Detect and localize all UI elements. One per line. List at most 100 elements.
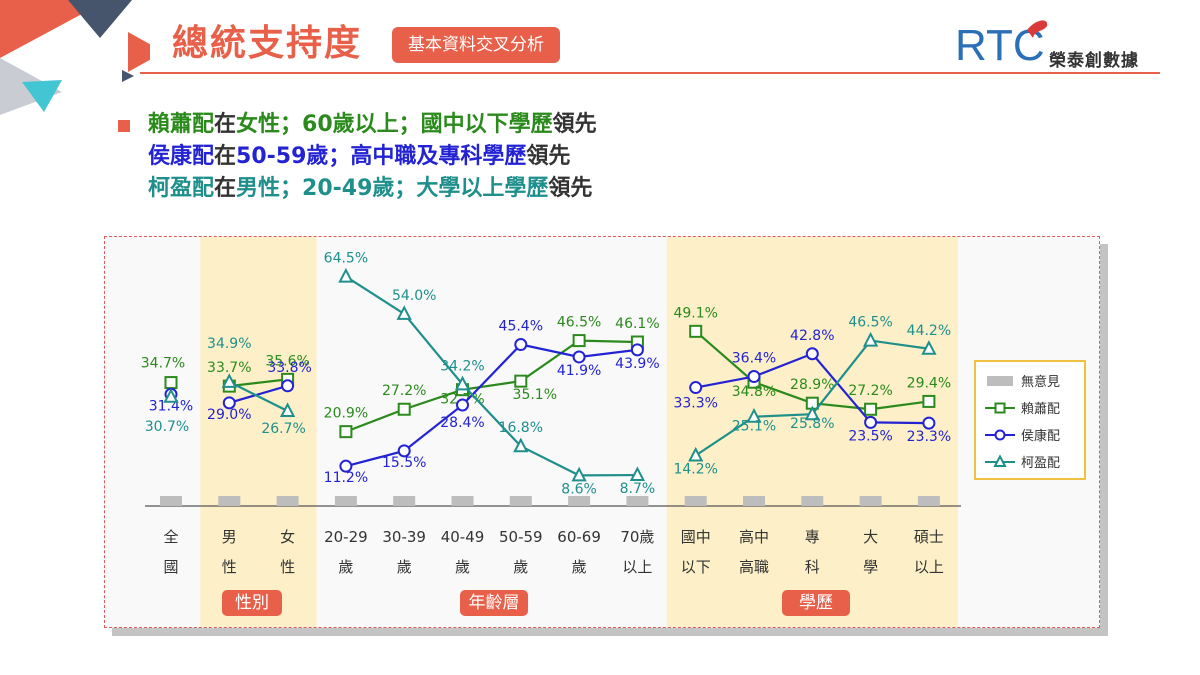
category-label: 國中 (681, 528, 711, 546)
data-label-ko: 46.5% (848, 315, 892, 331)
point-ko (338, 267, 354, 283)
data-label-lai: 27.2% (382, 383, 426, 399)
legend-label: 柯盈配 (1021, 456, 1060, 471)
legend-marker-ko (993, 454, 1007, 467)
legend-label: 侯康配 (1021, 428, 1060, 444)
point-hou (922, 416, 936, 430)
rtc-logo: RTC (955, 20, 1048, 70)
group-label-education: 學歷 (782, 590, 850, 616)
none-bar (859, 496, 882, 506)
data-label-hou: 15.5% (382, 455, 426, 471)
category-label: 高中 (739, 528, 769, 546)
data-label-ko: 16.8% (499, 420, 543, 436)
point-lai (164, 376, 178, 390)
data-label-lai: 27.2% (848, 383, 892, 399)
point-hou (514, 338, 528, 352)
data-label-ko: 25.8% (790, 416, 834, 432)
summary-line-2: 侯康配在50-59歲；高中職及專科學歷領先 (148, 144, 571, 169)
data-label-lai: 35.1% (513, 387, 557, 403)
series-line-ko (228, 380, 289, 413)
point-ko (396, 305, 412, 320)
legend-swatch-none (987, 376, 1013, 386)
data-label-hou: 42.8% (790, 328, 834, 344)
data-label-hou: 23.5% (848, 428, 892, 444)
category-label: 歲 (397, 558, 412, 576)
data-label-hou: 28.4% (440, 415, 484, 431)
data-label-hou: 31.4% (149, 398, 193, 414)
data-label-lai: 34.8% (732, 384, 776, 400)
point-ko (921, 340, 937, 355)
point-hou (805, 347, 819, 361)
data-label-ko: 25.1% (732, 419, 776, 435)
data-label-hou: 33.8% (267, 360, 311, 376)
support-line-chart: 全國男性女性20-29歲30-39歲40-49歲50-59歲60-69歲70歲以… (141, 237, 1086, 627)
none-bar (451, 496, 474, 506)
point-ko (513, 437, 529, 453)
data-label-ko: 14.2% (673, 461, 717, 477)
highlight-band-1 (666, 237, 958, 627)
data-label-lai: 29.4% (907, 375, 951, 391)
category-label: 高職 (739, 558, 769, 576)
point-hou (281, 379, 295, 393)
summary-line-1: 賴蕭配在女性；60歲以上；國中以下學歷領先 (148, 112, 597, 137)
category-label: 科 (805, 558, 820, 576)
category-label: 歲 (572, 558, 587, 576)
series-line-lai (345, 339, 638, 433)
point-lai (689, 324, 703, 338)
none-bar (626, 496, 649, 506)
none-bar (160, 496, 182, 506)
category-label: 學 (863, 558, 878, 576)
category-label: 60-69 (557, 528, 601, 546)
point-lai (922, 394, 936, 408)
title-divider (140, 72, 1160, 74)
summary-line-3: 柯盈配在男性；20-49歲；大學以上學歷領先 (148, 176, 593, 201)
category-label: 性 (280, 558, 295, 576)
point-lai (339, 425, 353, 439)
data-label-ko: 34.9% (207, 336, 251, 352)
series-line-hou (228, 384, 288, 404)
none-bar (917, 496, 940, 506)
point-lai (397, 402, 411, 416)
data-label-ko: 34.2% (440, 358, 484, 374)
data-label-lai: 35.6% (265, 353, 309, 369)
category-label: 70歲 (620, 528, 654, 546)
point-ko (746, 408, 762, 423)
none-bar (393, 496, 416, 506)
point-ko (163, 388, 179, 403)
none-bar (568, 496, 591, 506)
point-hou (689, 381, 703, 395)
category-label: 性 (222, 558, 237, 576)
none-bar (276, 496, 299, 506)
corner-decoration (0, 0, 150, 115)
category-label: 以上 (622, 558, 652, 576)
data-label-lai: 33.7% (207, 360, 251, 376)
point-ko (221, 373, 237, 388)
point-hou (222, 396, 236, 410)
legend-marker-lai (994, 402, 1006, 414)
none-bar (743, 496, 765, 506)
group-label-age: 年齡層 (460, 590, 528, 616)
data-label-hou: 43.9% (615, 356, 659, 372)
series-line-hou (345, 343, 638, 468)
category-label: 歲 (338, 558, 353, 576)
logo-text: 榮泰創數據 (1049, 51, 1139, 71)
category-label: 30-39 (382, 528, 426, 546)
data-label-hou: 11.2% (324, 470, 368, 486)
data-label-ko: 8.6% (561, 481, 597, 497)
category-label: 以下 (681, 558, 711, 576)
legend-marker-hou (994, 429, 1006, 441)
data-label-hou: 41.9% (557, 363, 601, 379)
category-label: 女 (280, 528, 295, 546)
point-hou (456, 398, 469, 412)
point-lai (572, 334, 586, 348)
none-bar (334, 496, 357, 506)
data-label-lai: 20.9% (324, 406, 368, 422)
data-label-lai: 46.5% (557, 315, 601, 331)
data-label-ko: 8.7% (620, 481, 656, 497)
point-lai (864, 402, 878, 416)
bullet-square (118, 120, 130, 132)
data-label-lai: 49.1% (673, 305, 717, 321)
point-hou (747, 370, 761, 384)
data-label-ko: 30.7% (145, 419, 189, 435)
category-label: 以上 (914, 558, 944, 576)
